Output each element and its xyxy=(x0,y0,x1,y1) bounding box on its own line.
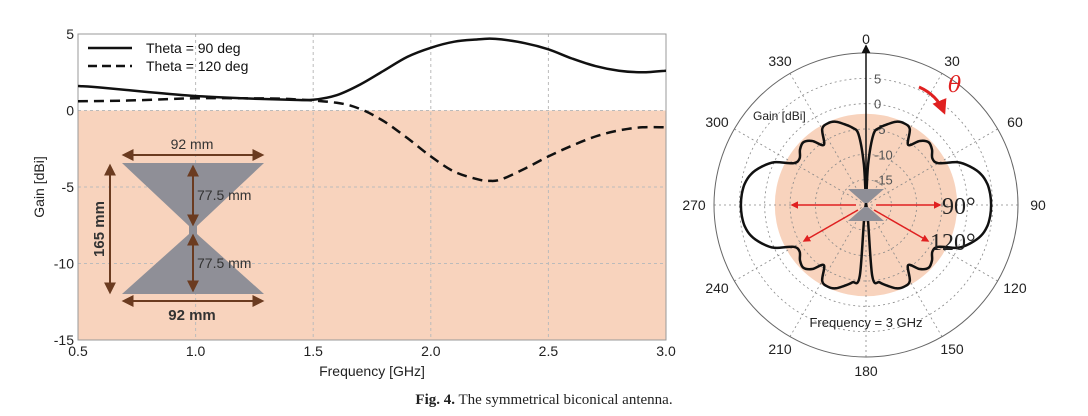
y-tick-label: -5 xyxy=(62,179,75,195)
angle-label: 180 xyxy=(854,363,878,379)
radial-label: -5 xyxy=(874,122,886,137)
total-height-label: 165 mm xyxy=(91,201,108,257)
radial-label: -15 xyxy=(874,173,893,188)
caption-label: Fig. 4. xyxy=(415,392,455,408)
width-bottom-label: 92 mm xyxy=(168,307,216,324)
arrow-120-right xyxy=(873,209,930,242)
x-tick-label: 3.0 xyxy=(656,343,676,359)
y-tick-label: -15 xyxy=(54,332,74,348)
polar-spoke xyxy=(865,128,998,206)
radial-label: 5 xyxy=(874,71,881,86)
x-axis-label: Frequency [GHz] xyxy=(319,363,425,379)
radial-label: -10 xyxy=(874,147,893,162)
polar-spoke xyxy=(865,204,943,337)
angle-label: 0 xyxy=(862,31,870,47)
y-tick-labels: 5 0 -5 -10 -15 xyxy=(54,26,74,348)
theta-rotation-arrow xyxy=(918,85,947,115)
marker-120-label: 120° xyxy=(930,230,976,256)
shaded-region xyxy=(78,110,666,340)
antenna-dimension-inset: 92 mm 77.5 mm 77.5 mm 165 mm 92 mm xyxy=(91,136,265,324)
theta-symbol: θ xyxy=(948,73,961,98)
angle-label: 240 xyxy=(705,280,729,296)
x-tick-labels: 0.5 1.0 1.5 2.0 2.5 3.0 xyxy=(68,343,676,359)
x-tick-label: 2.5 xyxy=(539,343,559,359)
series-lines xyxy=(78,37,666,183)
arrow-120-left xyxy=(802,209,859,242)
gain-frequency-chart: 0.5 1.0 1.5 2.0 2.5 3.0 5 0 -5 -10 -15 Frequency … xyxy=(31,26,676,379)
angle-label: 90 xyxy=(1030,197,1046,213)
angle-label: 330 xyxy=(768,53,792,69)
angle-labels: 0 30 60 90 120 150 180 210 240 270 300 330 xyxy=(682,31,1046,379)
legend-entry-2: Theta = 120 deg xyxy=(146,58,248,74)
width-top-label: 92 mm xyxy=(171,136,214,152)
y-tick-label: -10 xyxy=(54,256,74,272)
radial-axis-label: Gain [dBi] xyxy=(753,109,806,123)
antenna-icon xyxy=(848,189,884,203)
angle-label: 30 xyxy=(944,53,960,69)
angle-label: 60 xyxy=(1007,114,1023,130)
radial-labels: 5 0 -5 -10 -15 xyxy=(874,71,893,187)
angle-label: 300 xyxy=(705,114,729,130)
x-tick-label: 2.0 xyxy=(421,343,441,359)
polar-radiation-pattern: 0 30 60 90 120 150 180 210 240 270 300 330 5 0 -5 -10 -… xyxy=(682,31,1046,379)
frequency-annotation: Frequency = 3 GHz xyxy=(809,315,922,330)
polar-spoke xyxy=(865,73,943,206)
angle-label: 120 xyxy=(1003,280,1027,296)
theta-direction-arrows xyxy=(790,85,947,242)
polar-spoke xyxy=(789,73,867,206)
legend-entry-1: Theta = 90 deg xyxy=(146,40,241,56)
angle-label: 270 xyxy=(682,197,706,213)
caption-text: The symmetrical biconical antenna. xyxy=(458,392,673,408)
x-tick-label: 1.0 xyxy=(186,343,206,359)
lower-height-label: 77.5 mm xyxy=(197,255,251,271)
antenna-icon-lower xyxy=(848,207,884,221)
y-axis-label: Gain [dBi] xyxy=(31,156,47,217)
y-tick-label: 0 xyxy=(66,103,74,119)
x-tick-label: 1.5 xyxy=(303,343,323,359)
plot-frame xyxy=(77,33,667,341)
feed-gap xyxy=(189,226,197,234)
polar-spoke xyxy=(789,204,867,337)
x-tick-label: 0.5 xyxy=(68,343,88,359)
polar-spoke xyxy=(734,128,867,206)
y-tick-label: 5 xyxy=(66,26,74,42)
radial-label: 0 xyxy=(874,97,881,112)
angle-label: 210 xyxy=(768,341,792,357)
upper-height-label: 77.5 mm xyxy=(197,187,251,203)
series-line-2 xyxy=(78,96,666,183)
legend: Theta = 90 deg Theta = 120 deg xyxy=(88,40,248,74)
angle-label: 150 xyxy=(940,341,964,357)
figure-caption: Fig. 4. The symmetrical biconical antenn… xyxy=(0,392,1088,409)
marker-90-label: 90° xyxy=(942,194,976,220)
radiation-pattern-curve xyxy=(739,120,993,290)
